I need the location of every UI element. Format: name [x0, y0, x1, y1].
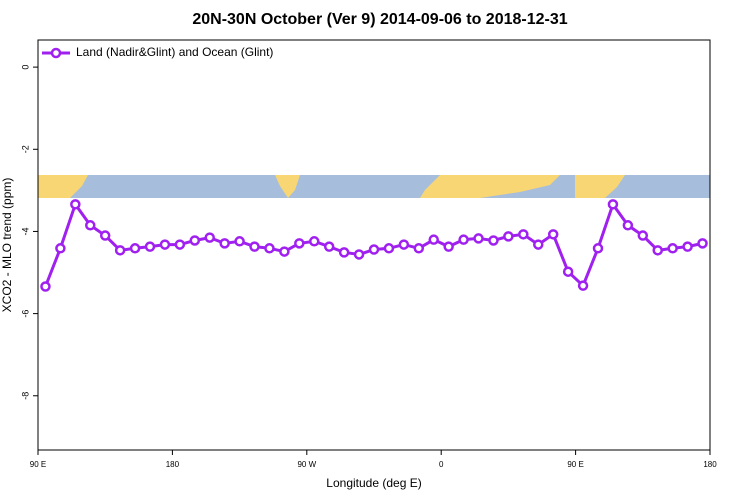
data-point — [667, 243, 678, 254]
data-point — [562, 266, 574, 277]
data-point — [443, 241, 454, 252]
x-tick-label: 90 E — [30, 460, 46, 469]
data-point — [70, 199, 81, 210]
data-point — [85, 220, 96, 231]
data-point — [338, 247, 350, 258]
data-point — [323, 241, 335, 252]
data-point — [279, 246, 290, 257]
data-point — [473, 233, 484, 244]
data-point — [294, 238, 305, 249]
data-point — [682, 241, 693, 252]
data-point — [398, 239, 410, 250]
data-point — [353, 249, 365, 260]
x-tick-label: 90 W — [297, 460, 316, 469]
data-point — [428, 234, 439, 245]
data-point — [458, 234, 469, 245]
x-tick-label: 90 E — [567, 460, 583, 469]
x-tick-label: 0 — [439, 460, 444, 469]
data-point — [144, 241, 156, 252]
data-point — [488, 235, 499, 246]
data-point — [129, 243, 141, 254]
data-point — [697, 238, 708, 249]
data-point — [518, 229, 529, 240]
data-point — [607, 199, 619, 210]
y-tick-label: -6 — [20, 310, 30, 318]
data-point — [99, 230, 111, 241]
data-point — [652, 245, 663, 256]
y-tick-label: -4 — [20, 227, 30, 235]
y-tick-label: 0 — [20, 65, 30, 70]
data-point — [174, 239, 186, 250]
data-point — [637, 230, 649, 241]
data-point — [264, 243, 275, 254]
plot-frame — [37, 39, 711, 451]
data-point — [40, 281, 51, 292]
data-point — [622, 220, 634, 231]
y-tick-label: -2 — [20, 145, 30, 153]
data-point — [55, 243, 66, 254]
x-tick-label: 180 — [166, 460, 180, 469]
data-point — [249, 241, 260, 252]
data-point — [189, 235, 201, 246]
data-point — [204, 232, 215, 243]
map-strip — [38, 175, 710, 198]
data-point — [413, 243, 425, 254]
x-tick-label: 180 — [703, 460, 717, 469]
data-point — [533, 239, 544, 250]
data-point — [368, 244, 380, 255]
data-point — [309, 236, 320, 247]
data-point — [383, 243, 395, 254]
data-point — [592, 243, 604, 254]
data-point — [547, 229, 559, 240]
data-point — [159, 239, 171, 250]
data-point — [577, 280, 589, 291]
data-point — [503, 231, 514, 242]
x-axis-label: Longitude (deg E) — [326, 476, 421, 490]
y-tick-label: -8 — [20, 392, 30, 400]
data-point — [219, 238, 230, 249]
chart-title: 20N-30N October (Ver 9) 2014-09-06 to 20… — [192, 11, 567, 28]
data-point — [234, 236, 245, 247]
y-axis-label: XCO2 - MLO trend (ppm) — [0, 178, 14, 313]
legend: Land (Nadir&Glint) and Ocean (Glint) — [42, 45, 273, 59]
data-point — [114, 245, 126, 256]
legend-marker — [50, 47, 62, 59]
legend-label: Land (Nadir&Glint) and Ocean (Glint) — [76, 45, 273, 59]
